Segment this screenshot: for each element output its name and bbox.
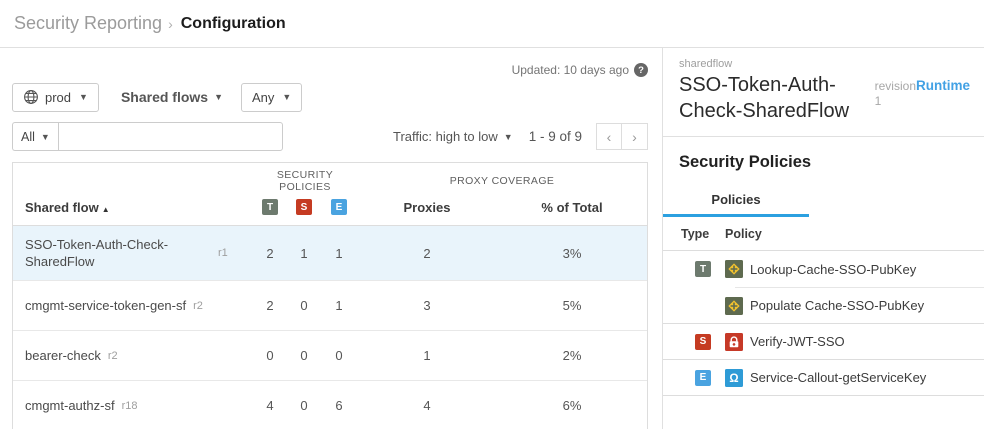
traffic-mgmt-badge-icon: T bbox=[695, 261, 711, 277]
s-count: 0 bbox=[300, 298, 308, 313]
proxies-count: 2 bbox=[423, 245, 431, 261]
s-count: 0 bbox=[300, 398, 308, 413]
next-page-button[interactable]: › bbox=[622, 123, 648, 150]
entity-type-dropdown[interactable]: Shared flows ▼ bbox=[121, 89, 223, 105]
cache-icon bbox=[725, 296, 743, 315]
svg-text:Ω: Ω bbox=[729, 373, 738, 385]
e-count: 1 bbox=[335, 298, 343, 313]
proxy-coverage-group-header: PROXY COVERAGE bbox=[449, 175, 555, 187]
updated-timestamp: Updated: 10 days ago bbox=[511, 63, 629, 77]
pct-of-total: 3% bbox=[562, 245, 582, 261]
policy-name: Verify-JWT-SSO bbox=[750, 334, 845, 349]
search-scope-label: All bbox=[21, 129, 35, 144]
type-column-header: Type bbox=[681, 226, 710, 241]
breadcrumb-separator: › bbox=[168, 15, 173, 32]
table-row[interactable]: bearer-check r2 0 0 0 1 2% bbox=[13, 331, 647, 381]
sort-ascending-icon: ▲ bbox=[101, 204, 110, 214]
policy-row[interactable]: S Verify-JWT-SSO bbox=[663, 324, 984, 360]
revision-label: revision bbox=[874, 79, 916, 93]
globe-icon bbox=[23, 89, 39, 105]
page-title: Configuration bbox=[180, 14, 286, 32]
entity-type-dropdown-label: Shared flows bbox=[120, 89, 209, 105]
revision-tag: r2 bbox=[193, 299, 203, 312]
table-row[interactable]: SSO-Token-Auth-Check-SharedFlow r1 2 1 1… bbox=[13, 226, 647, 281]
revision-tag: r18 bbox=[121, 399, 138, 412]
shared-flow-name: bearer-check bbox=[25, 348, 101, 363]
shared-flow-name: SSO-Token-Auth-Check-SharedFlow bbox=[25, 237, 169, 269]
traffic-mgmt-badge-icon: T bbox=[262, 199, 278, 215]
pagination-count: 1 - 9 of 9 bbox=[528, 129, 582, 144]
extension-badge-icon: E bbox=[331, 199, 347, 215]
shared-flow-table: SECURITY POLICIES PROXY COVERAGE Shared … bbox=[12, 162, 648, 429]
shared-flow-name: cmgmt-service-token-gen-sf bbox=[25, 298, 187, 313]
runtime-link[interactable]: Runtime bbox=[916, 78, 970, 93]
policy-column-header: Policy bbox=[725, 226, 762, 241]
environment-dropdown[interactable]: prod ▼ bbox=[12, 82, 99, 112]
pct-of-total-column-header: % of Total bbox=[541, 199, 603, 215]
search-input[interactable] bbox=[57, 122, 283, 151]
policy-name: Populate Cache-SSO-PubKey bbox=[750, 298, 925, 313]
pct-of-total: 5% bbox=[562, 298, 582, 313]
previous-page-button[interactable]: ‹ bbox=[596, 123, 622, 150]
detail-tabs: Policies bbox=[663, 184, 984, 217]
table-row[interactable]: cmgmt-authz-sf r18 4 0 6 4 6% bbox=[13, 381, 647, 429]
s-count: 0 bbox=[300, 348, 308, 363]
traffic-sort-label: Traffic: high to low bbox=[393, 129, 498, 144]
chevron-down-icon: ▼ bbox=[214, 92, 224, 102]
shared-flow-column-header[interactable]: Shared flow ▲ bbox=[25, 199, 110, 215]
e-count: 1 bbox=[335, 245, 343, 261]
proxies-count: 1 bbox=[423, 348, 431, 363]
service-callout-icon: Ω bbox=[725, 368, 743, 387]
policy-row[interactable]: Populate Cache-SSO-PubKey bbox=[663, 288, 984, 324]
any-filter-dropdown-label: Any bbox=[252, 89, 275, 105]
cache-icon bbox=[725, 260, 743, 278]
e-count: 0 bbox=[335, 348, 343, 363]
breadcrumb: Security Reporting › Configuration bbox=[0, 0, 984, 47]
chevron-down-icon: ▼ bbox=[79, 92, 88, 102]
chevron-down-icon: ▼ bbox=[282, 92, 292, 102]
proxies-column-header: Proxies bbox=[403, 199, 451, 215]
report-list-panel: Updated: 10 days ago ? prod ▼ Shared flo… bbox=[0, 48, 662, 429]
traffic-sort-dropdown[interactable]: Traffic: high to low ▼ bbox=[393, 129, 513, 144]
environment-dropdown-label: prod bbox=[45, 89, 72, 105]
search-scope-dropdown[interactable]: All ▼ bbox=[12, 122, 58, 151]
detail-panel: sharedflow SSO-Token-Auth-Check-SharedFl… bbox=[662, 48, 984, 429]
active-tab-underline bbox=[663, 214, 809, 217]
any-filter-dropdown[interactable]: Any ▼ bbox=[241, 82, 303, 112]
pct-of-total: 2% bbox=[562, 348, 582, 363]
security-badge-icon: S bbox=[695, 333, 711, 350]
proxies-count: 4 bbox=[423, 398, 431, 413]
shared-flow-title: SSO-Token-Auth-Check-SharedFlow bbox=[679, 74, 850, 122]
tab-policies[interactable]: Policies bbox=[711, 192, 761, 207]
policy-group-divider bbox=[735, 287, 984, 288]
t-count: 2 bbox=[266, 245, 274, 261]
revision-value: 1 bbox=[874, 94, 882, 108]
t-count: 4 bbox=[266, 398, 274, 413]
extension-badge-icon: E bbox=[695, 369, 711, 386]
policy-row[interactable]: T Lookup-Cache-SSO-PubKey bbox=[663, 251, 984, 287]
policy-row[interactable]: E Ω Service-Callout-getServiceKey bbox=[663, 360, 984, 396]
entity-kind-label: sharedflow bbox=[679, 58, 733, 70]
security-badge-icon: S bbox=[296, 199, 312, 215]
revision-tag: r2 bbox=[107, 349, 118, 362]
help-icon[interactable]: ? bbox=[634, 63, 648, 77]
policy-name: Lookup-Cache-SSO-PubKey bbox=[750, 261, 917, 277]
t-count: 2 bbox=[266, 298, 274, 313]
proxies-count: 3 bbox=[423, 298, 431, 313]
breadcrumb-parent-link[interactable]: Security Reporting bbox=[14, 13, 163, 33]
e-count: 6 bbox=[335, 398, 343, 413]
revision-tag: r1 bbox=[218, 247, 228, 259]
shared-flow-name: cmgmt-authz-sf bbox=[25, 398, 115, 413]
lock-icon bbox=[725, 332, 743, 351]
t-count: 0 bbox=[266, 348, 274, 363]
security-policies-heading: Security Policies bbox=[679, 153, 812, 171]
pct-of-total: 6% bbox=[562, 398, 582, 413]
chevron-down-icon: ▼ bbox=[503, 131, 513, 142]
chevron-down-icon: ▼ bbox=[40, 131, 50, 142]
table-row[interactable]: cmgmt-service-token-gen-sf r2 2 0 1 3 5% bbox=[13, 281, 647, 331]
security-policies-group-header: SECURITY POLICIES bbox=[276, 169, 334, 193]
s-count: 1 bbox=[300, 245, 308, 261]
policy-name: Service-Callout-getServiceKey bbox=[750, 370, 927, 385]
